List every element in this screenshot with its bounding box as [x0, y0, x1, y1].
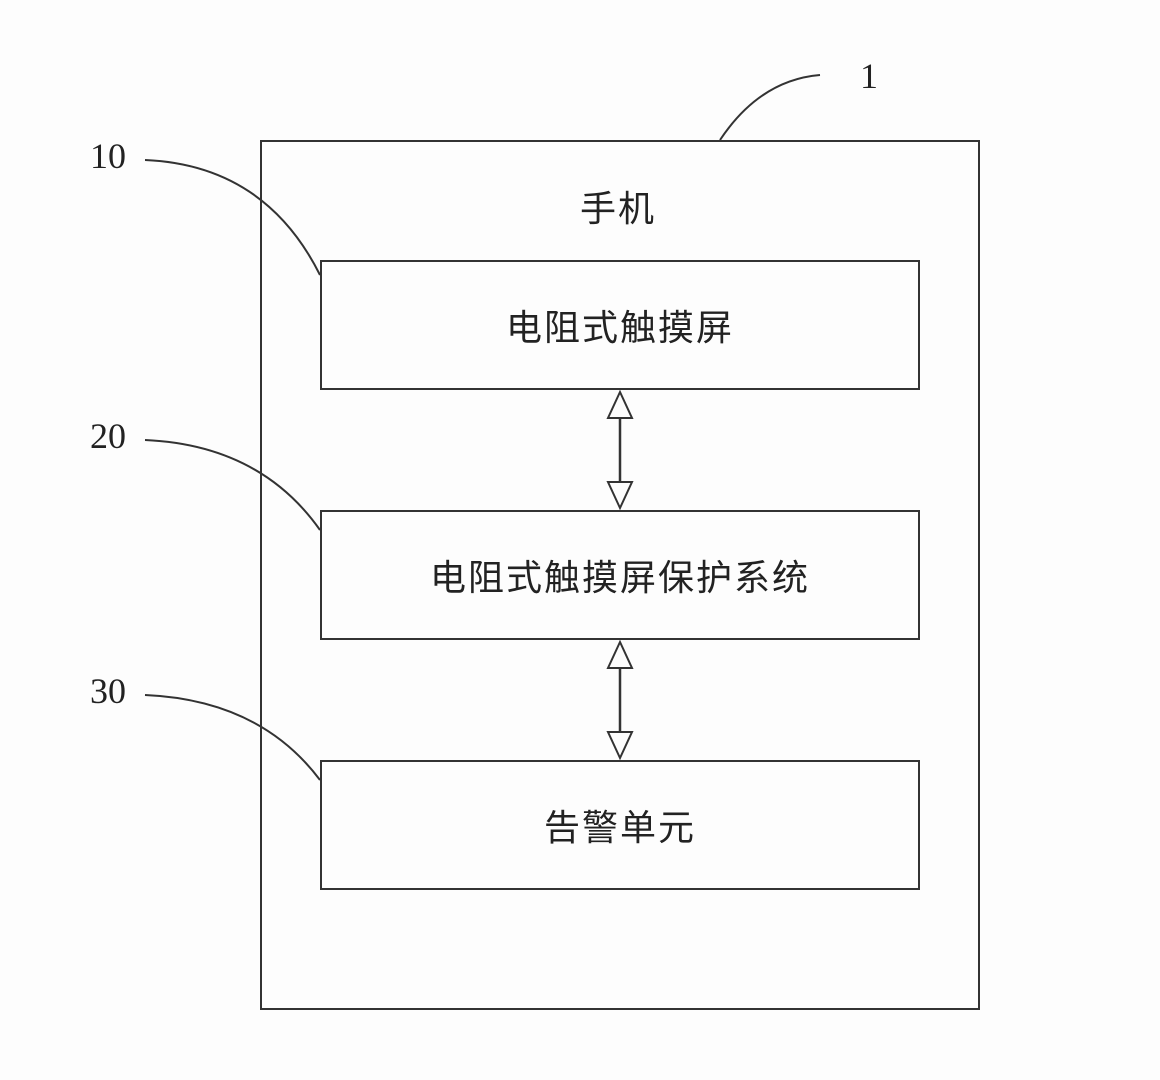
- node-alarm-unit: 告警单元: [320, 760, 920, 890]
- diagram-canvas: 手机 电阻式触摸屏 电阻式触摸屏保护系统 告警单元 1 10 20 30: [0, 0, 1160, 1080]
- leader-1: [720, 75, 820, 140]
- ref-label-30: 30: [90, 670, 126, 712]
- node-touchscreen: 电阻式触摸屏: [320, 260, 920, 390]
- ref-label-20: 20: [90, 415, 126, 457]
- node-protection-system-label: 电阻式触摸屏保护系统: [430, 549, 810, 601]
- container-title: 手机: [580, 180, 656, 232]
- node-touchscreen-label: 电阻式触摸屏: [506, 299, 734, 351]
- ref-label-10: 10: [90, 135, 126, 177]
- node-protection-system: 电阻式触摸屏保护系统: [320, 510, 920, 640]
- ref-label-1: 1: [860, 55, 878, 97]
- node-alarm-unit-label: 告警单元: [544, 799, 696, 851]
